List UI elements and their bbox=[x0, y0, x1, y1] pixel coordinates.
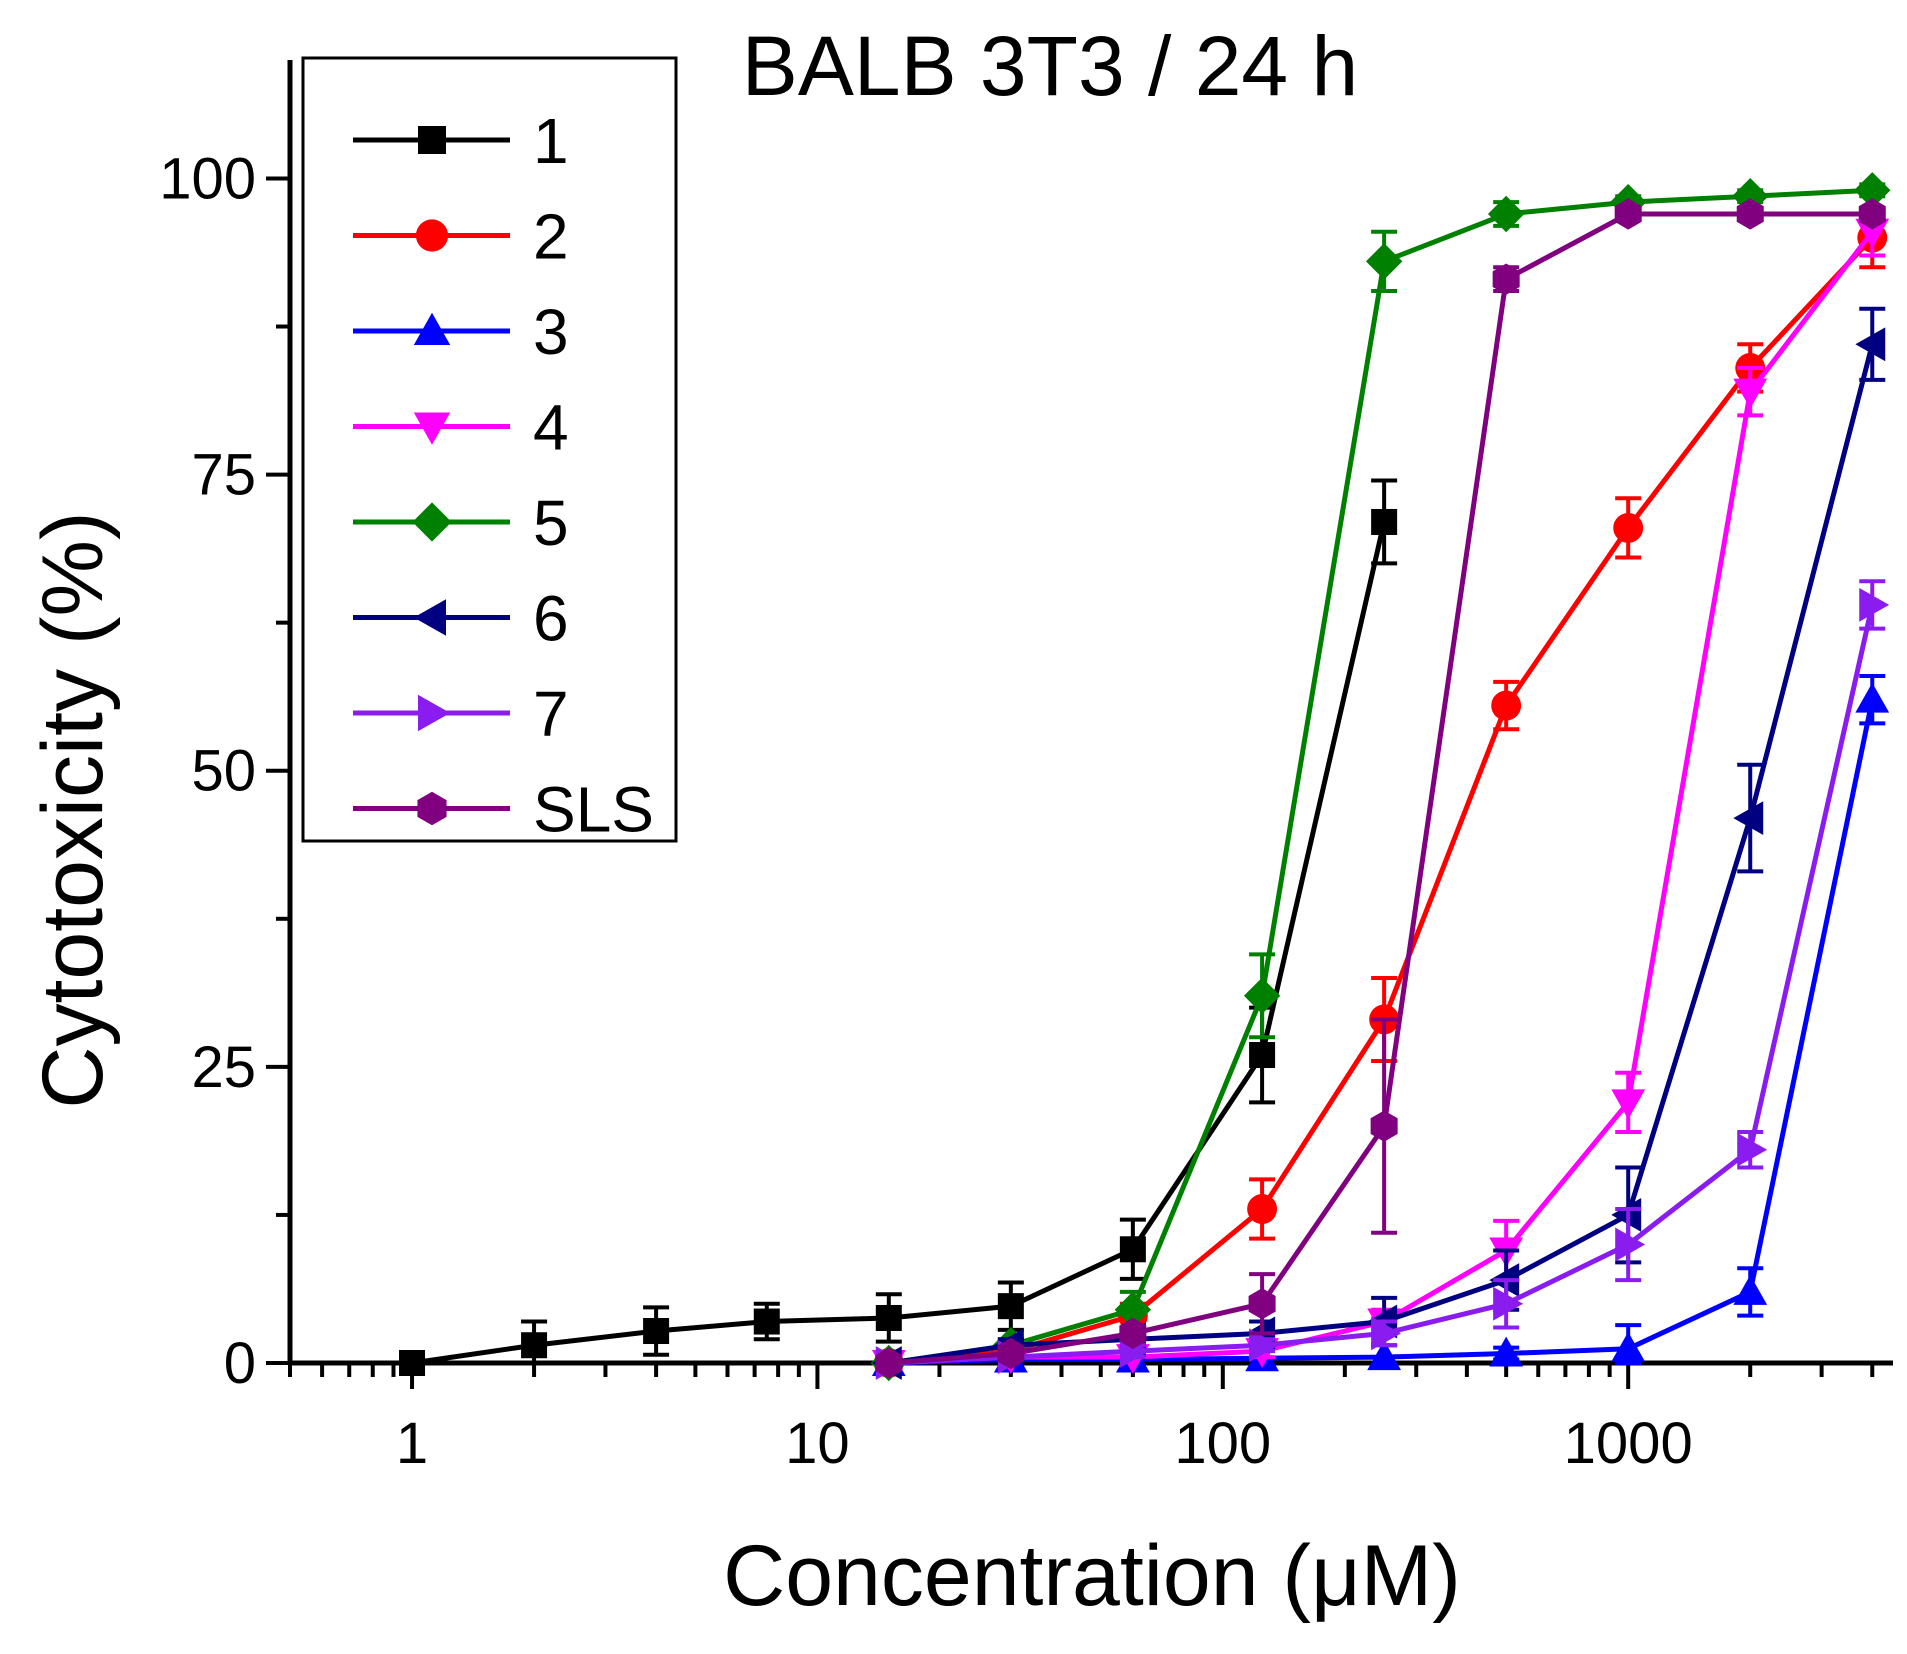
legend: 1 2 3 4 5 6 7 SLS bbox=[301, 56, 678, 846]
data-point bbox=[1855, 218, 1890, 249]
data-point bbox=[1859, 587, 1890, 622]
data-point bbox=[399, 1350, 426, 1376]
data-point bbox=[875, 1347, 903, 1379]
y-tick-label: 50 bbox=[191, 739, 256, 804]
legend-label: 3 bbox=[533, 296, 569, 368]
data-point bbox=[1855, 327, 1886, 362]
data-point bbox=[1248, 1288, 1276, 1320]
legend-item-2: 2 bbox=[353, 201, 569, 273]
series-line-7 bbox=[888, 604, 1875, 1366]
legend-item-3: 3 bbox=[353, 296, 569, 368]
series-layer bbox=[399, 172, 1891, 1382]
data-point bbox=[1371, 1316, 1402, 1351]
data-point bbox=[1491, 690, 1522, 721]
y-tick-label: 75 bbox=[191, 443, 256, 508]
legend-label: 5 bbox=[533, 487, 569, 559]
data-point bbox=[1737, 1132, 1768, 1167]
legend-marker bbox=[417, 791, 447, 826]
legend-label: SLS bbox=[533, 774, 654, 846]
legend-label: 7 bbox=[533, 678, 569, 750]
legend-marker bbox=[413, 412, 451, 445]
series-5 bbox=[870, 172, 1891, 1382]
legend-label: 1 bbox=[533, 105, 569, 177]
data-point bbox=[1367, 1340, 1402, 1371]
data-point bbox=[1365, 243, 1403, 280]
data-point bbox=[1370, 1110, 1398, 1142]
data-point bbox=[1855, 682, 1890, 713]
data-point bbox=[643, 1318, 670, 1345]
series-4 bbox=[871, 206, 1890, 1380]
series-6 bbox=[871, 306, 1886, 1380]
data-point bbox=[997, 1293, 1024, 1320]
legend-item-sls: SLS bbox=[353, 774, 654, 846]
data-point bbox=[753, 1308, 780, 1335]
series-line-6 bbox=[888, 343, 1875, 1366]
data-point bbox=[1854, 172, 1891, 209]
data-point bbox=[1489, 1336, 1524, 1367]
legend-marker bbox=[413, 312, 451, 345]
data-point bbox=[1249, 1042, 1276, 1069]
legend-item-1: 1 bbox=[353, 105, 569, 177]
data-point bbox=[1493, 1286, 1524, 1321]
data-point bbox=[1613, 512, 1644, 543]
legend-box bbox=[301, 56, 678, 843]
x-tick-label: 10 bbox=[785, 1411, 850, 1476]
x-tick-label: 100 bbox=[1174, 1411, 1271, 1476]
series-2 bbox=[873, 206, 1888, 1378]
y-tick-label: 0 bbox=[224, 1331, 256, 1396]
data-point bbox=[1247, 1194, 1278, 1224]
x-tick-label: 1 bbox=[396, 1411, 428, 1476]
data-point bbox=[1487, 195, 1525, 233]
data-point bbox=[1243, 977, 1281, 1014]
series-line-5 bbox=[888, 187, 1873, 1366]
legend-marker bbox=[413, 599, 446, 636]
data-point bbox=[1615, 1227, 1646, 1262]
legend-marker bbox=[412, 502, 452, 542]
y-tick-label: 100 bbox=[159, 146, 256, 211]
series-sls bbox=[875, 198, 1886, 1379]
x-axis-title: Concentration (μM) bbox=[723, 1528, 1461, 1624]
data-point bbox=[1114, 1291, 1152, 1328]
data-point bbox=[1119, 1236, 1146, 1263]
data-point bbox=[1733, 378, 1768, 409]
y-axis-title: Cytotoxicity (%) bbox=[25, 511, 121, 1108]
data-point bbox=[1249, 1328, 1279, 1363]
legend-item-7: 7 bbox=[353, 678, 569, 750]
data-point bbox=[875, 1304, 902, 1331]
legend-marker bbox=[418, 126, 446, 154]
chart-title: BALB 3T3 / 24 h bbox=[742, 19, 1358, 113]
data-point bbox=[1858, 198, 1886, 230]
data-point bbox=[1733, 801, 1764, 836]
data-point bbox=[1371, 508, 1398, 535]
data-point bbox=[521, 1332, 548, 1359]
legend-item-6: 6 bbox=[353, 583, 569, 655]
data-point bbox=[1492, 263, 1520, 295]
data-point bbox=[1611, 1331, 1646, 1362]
legend-marker bbox=[415, 219, 449, 252]
legend-label: 6 bbox=[533, 583, 569, 655]
series-1 bbox=[399, 478, 1398, 1376]
legend-label: 4 bbox=[533, 392, 569, 464]
data-point bbox=[1614, 198, 1642, 230]
x-tick-label: 1000 bbox=[1564, 1411, 1693, 1476]
y-tick-label: 25 bbox=[191, 1035, 256, 1100]
data-point bbox=[1119, 1317, 1147, 1349]
data-point bbox=[1611, 1089, 1646, 1120]
legend-marker bbox=[418, 694, 451, 732]
series-line-2 bbox=[888, 235, 1875, 1366]
series-line-sls bbox=[888, 211, 1873, 1366]
data-point bbox=[1736, 198, 1764, 230]
legend-item-4: 4 bbox=[353, 392, 569, 464]
data-point bbox=[997, 1337, 1025, 1370]
legend-label: 2 bbox=[533, 201, 569, 273]
data-point bbox=[1733, 1275, 1768, 1305]
legend-item-5: 5 bbox=[353, 487, 569, 559]
